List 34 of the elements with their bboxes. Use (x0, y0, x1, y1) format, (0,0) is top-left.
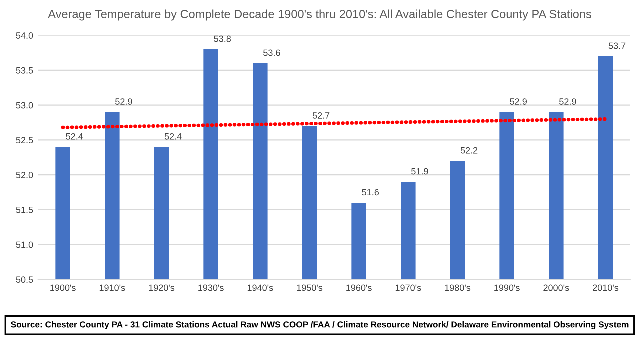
x-tick-label: 1910's (100, 284, 126, 292)
y-tick-label: 50.5 (16, 276, 34, 284)
x-tick-label: 1960's (346, 284, 372, 292)
y-tick-label: 51.0 (16, 242, 34, 248)
x-tick-label: 1930's (198, 284, 224, 292)
data-label: 52.2 (460, 147, 478, 154)
x-tick-label: 1970's (396, 284, 422, 292)
data-label: 52.9 (116, 98, 132, 105)
data-label: 52.4 (66, 133, 84, 140)
data-label: 52.9 (560, 98, 576, 105)
y-tick-label: 53.0 (16, 102, 34, 109)
x-tick-label: 1940's (248, 284, 274, 292)
x-tick-label: 2000's (544, 284, 570, 292)
data-label: 51.9 (412, 168, 428, 175)
y-tick-label: 52.0 (16, 172, 34, 178)
y-tick-label: 54.0 (16, 32, 34, 39)
x-tick-label: 1920's (149, 284, 175, 292)
x-tick-label: 1950's (297, 284, 323, 292)
x-tick-label: 1990's (494, 284, 520, 292)
x-tick-label: 1900's (50, 284, 76, 292)
y-tick-label: 52.5 (16, 137, 34, 144)
chart-title: Average Temperature by Complete Decade 1900's thru 2010's: All Available Chester County PA Stations (48, 10, 592, 21)
data-label: 52.4 (164, 133, 182, 140)
x-tick-label: 2010's (593, 284, 619, 292)
data-label: 52.7 (312, 112, 330, 119)
y-tick-label: 53.5 (16, 67, 34, 74)
x-tick-label: 1980's (445, 284, 471, 292)
data-label: 53.7 (608, 42, 626, 50)
source-note: Source: Chester County PA - 31 Climate Stations Actual Raw NWS COOP /FAA / Climate Resource Network/ Delaware Environmental Observing System (11, 321, 629, 330)
data-label: 53.6 (264, 50, 280, 56)
data-label: 52.9 (510, 98, 527, 105)
data-label: 53.8 (214, 36, 232, 42)
y-tick-label: 51.5 (16, 207, 34, 214)
data-label: 51.6 (362, 189, 380, 196)
